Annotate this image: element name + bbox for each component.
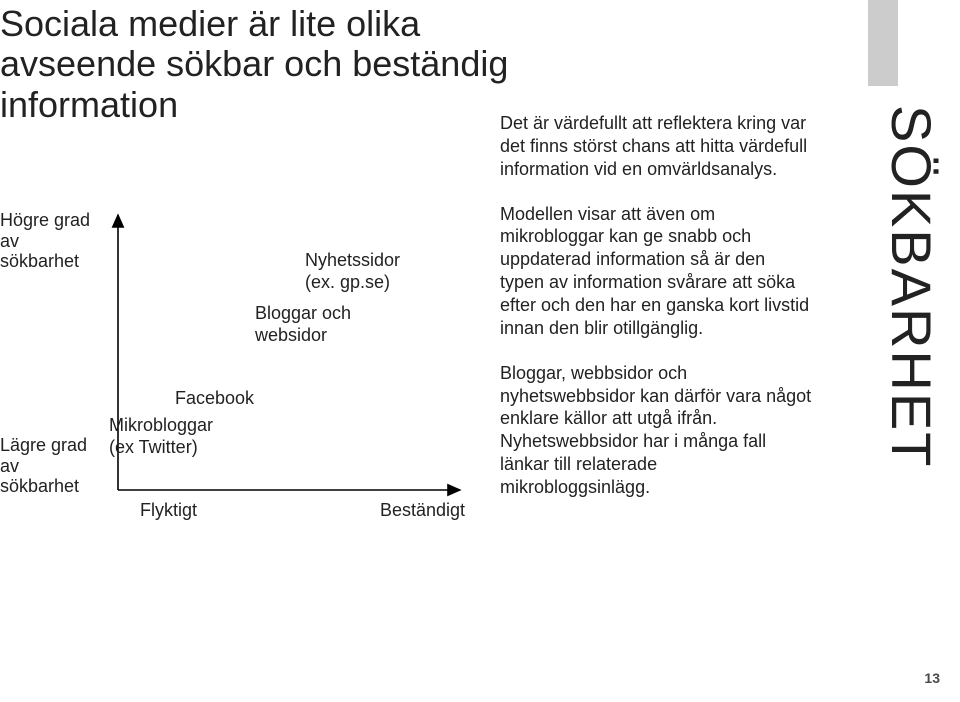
description-column: Det är värdefullt att reflektera kring v… — [500, 112, 812, 521]
slide: Sociala medier är lite olika avseende sö… — [0, 0, 960, 702]
side-title: SÖKBARHET — [879, 105, 944, 468]
node-facebook: Facebook — [175, 388, 254, 410]
paragraph-3: Bloggar, webbsidor och nyhetswebbsidor k… — [500, 362, 812, 499]
node-nyhetssidor: Nyhetssidor (ex. gp.se) — [305, 250, 425, 293]
node-mikrobloggar: Mikrobloggar (ex Twitter) — [109, 415, 229, 458]
top-accent-bar — [868, 0, 898, 86]
x-axis-label-right: Beständigt — [380, 500, 465, 521]
y-axis-label-low: Lägre grad av sökbarhet — [0, 435, 100, 497]
paragraph-1: Det är värdefullt att reflektera kring v… — [500, 112, 812, 181]
slide-title: Sociala medier är lite olika avseende sö… — [0, 4, 560, 125]
node-bloggar: Bloggar och websidor — [255, 303, 385, 346]
y-axis-label-high: Högre grad av sökbarhet — [0, 210, 100, 272]
x-axis-label-left: Flyktigt — [140, 500, 197, 521]
page-number: 13 — [924, 670, 940, 686]
paragraph-2: Modellen visar att även om mikrobloggar … — [500, 203, 812, 340]
diagram-area: Högre grad av sökbarhet Lägre grad av sö… — [0, 155, 490, 535]
